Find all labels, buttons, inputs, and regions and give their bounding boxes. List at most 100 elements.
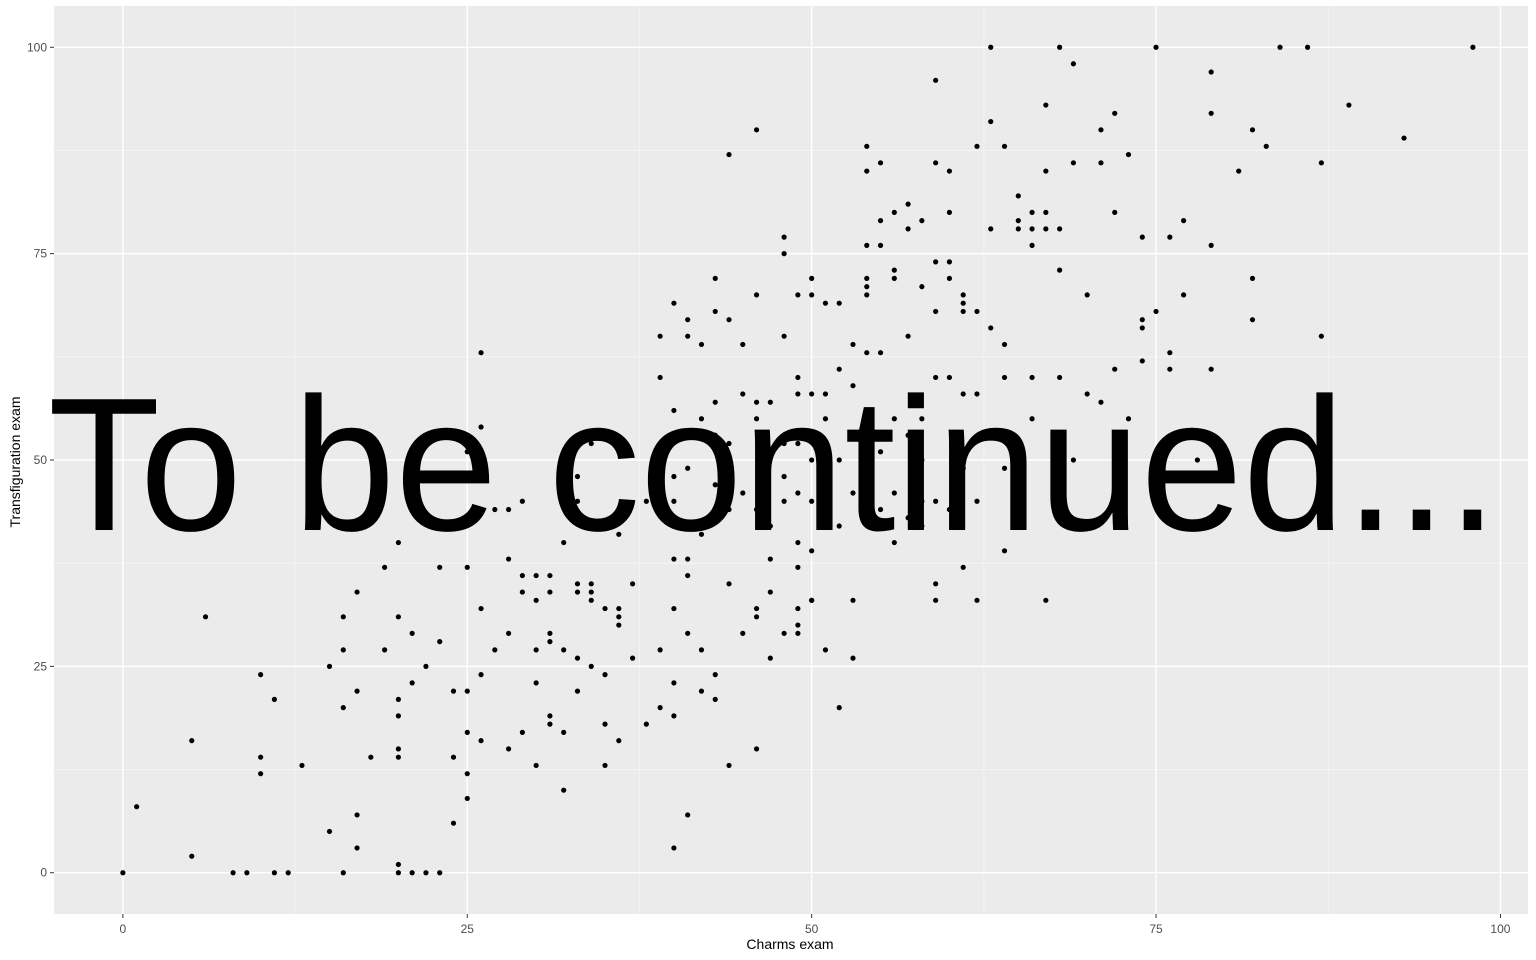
data-point xyxy=(685,317,691,323)
data-point xyxy=(891,539,897,546)
data-point xyxy=(244,870,250,876)
data-point xyxy=(891,275,897,281)
data-point xyxy=(698,647,705,653)
x-tick-label: 50 xyxy=(805,922,819,936)
data-point xyxy=(946,374,953,381)
data-point xyxy=(395,870,401,876)
data-point xyxy=(946,259,953,265)
data-point xyxy=(354,845,360,851)
data-point xyxy=(781,234,787,240)
data-point xyxy=(134,804,140,810)
data-point xyxy=(120,870,126,876)
data-point xyxy=(864,292,870,298)
data-point xyxy=(616,531,622,537)
data-point xyxy=(602,762,608,769)
data-point xyxy=(877,242,884,248)
data-point xyxy=(671,556,677,562)
data-point xyxy=(382,647,388,653)
data-point xyxy=(574,688,581,694)
data-point xyxy=(822,300,829,306)
data-point xyxy=(478,605,484,612)
data-point xyxy=(836,523,842,529)
data-point xyxy=(1001,465,1008,471)
data-point xyxy=(450,820,457,826)
data-point xyxy=(657,333,663,339)
data-point xyxy=(616,614,622,620)
data-point xyxy=(588,589,594,595)
data-point xyxy=(960,308,966,315)
x-tick-label: 75 xyxy=(1149,922,1163,936)
data-point xyxy=(1112,209,1118,215)
data-point xyxy=(988,118,994,125)
data-point xyxy=(285,870,291,876)
data-point xyxy=(795,490,801,496)
data-point xyxy=(574,589,581,595)
data-point xyxy=(864,242,870,248)
data-point xyxy=(588,581,594,587)
data-point xyxy=(561,729,567,736)
data-point xyxy=(850,383,856,389)
data-point xyxy=(836,300,842,306)
data-point xyxy=(767,399,773,405)
data-point xyxy=(450,688,457,694)
data-point xyxy=(698,341,705,348)
data-point xyxy=(1029,416,1035,422)
data-point xyxy=(933,597,939,603)
data-point xyxy=(712,308,718,315)
data-point xyxy=(809,498,815,504)
data-point xyxy=(988,226,994,232)
data-point xyxy=(505,556,512,562)
data-point xyxy=(685,630,691,636)
data-point xyxy=(836,705,842,711)
data-point xyxy=(533,597,539,603)
data-point xyxy=(933,581,939,587)
x-axis-ticks: 0 25 50 75 100 xyxy=(120,914,1511,936)
data-point xyxy=(781,630,787,636)
data-point xyxy=(588,440,594,447)
data-point xyxy=(753,506,760,513)
data-point xyxy=(478,424,484,430)
data-point xyxy=(1236,168,1242,174)
data-point xyxy=(877,160,884,166)
data-point xyxy=(326,828,333,835)
data-point xyxy=(1098,399,1104,405)
data-point xyxy=(519,729,525,736)
data-point xyxy=(905,226,911,232)
y-tick-label: 100 xyxy=(27,40,47,54)
data-point xyxy=(809,275,815,281)
y-tick-label: 75 xyxy=(34,247,48,261)
data-point xyxy=(712,515,718,521)
data-point xyxy=(1181,218,1187,224)
data-point xyxy=(1043,226,1049,232)
data-point xyxy=(547,630,553,636)
data-point xyxy=(271,696,278,702)
data-point xyxy=(561,647,567,653)
data-point xyxy=(657,705,663,711)
data-point xyxy=(423,663,429,669)
data-point xyxy=(354,589,360,595)
data-point xyxy=(533,647,539,653)
data-point xyxy=(574,655,581,661)
data-point xyxy=(1001,143,1008,149)
data-point xyxy=(726,506,732,513)
data-point xyxy=(960,465,966,471)
data-point xyxy=(354,812,360,818)
data-point xyxy=(933,160,939,166)
data-point xyxy=(767,589,773,595)
data-point xyxy=(1125,151,1132,158)
data-point xyxy=(809,548,815,554)
data-points xyxy=(120,44,1476,876)
data-point xyxy=(437,870,443,876)
data-point xyxy=(795,539,801,546)
data-point xyxy=(1263,143,1269,149)
data-point xyxy=(905,432,911,438)
data-point xyxy=(492,506,498,513)
data-point xyxy=(685,812,691,818)
data-point xyxy=(1001,548,1008,554)
y-tick-label: 0 xyxy=(40,866,47,880)
data-point xyxy=(974,597,980,603)
data-point xyxy=(850,597,856,603)
data-point xyxy=(974,308,980,315)
data-point xyxy=(671,300,677,306)
data-point xyxy=(258,771,264,777)
